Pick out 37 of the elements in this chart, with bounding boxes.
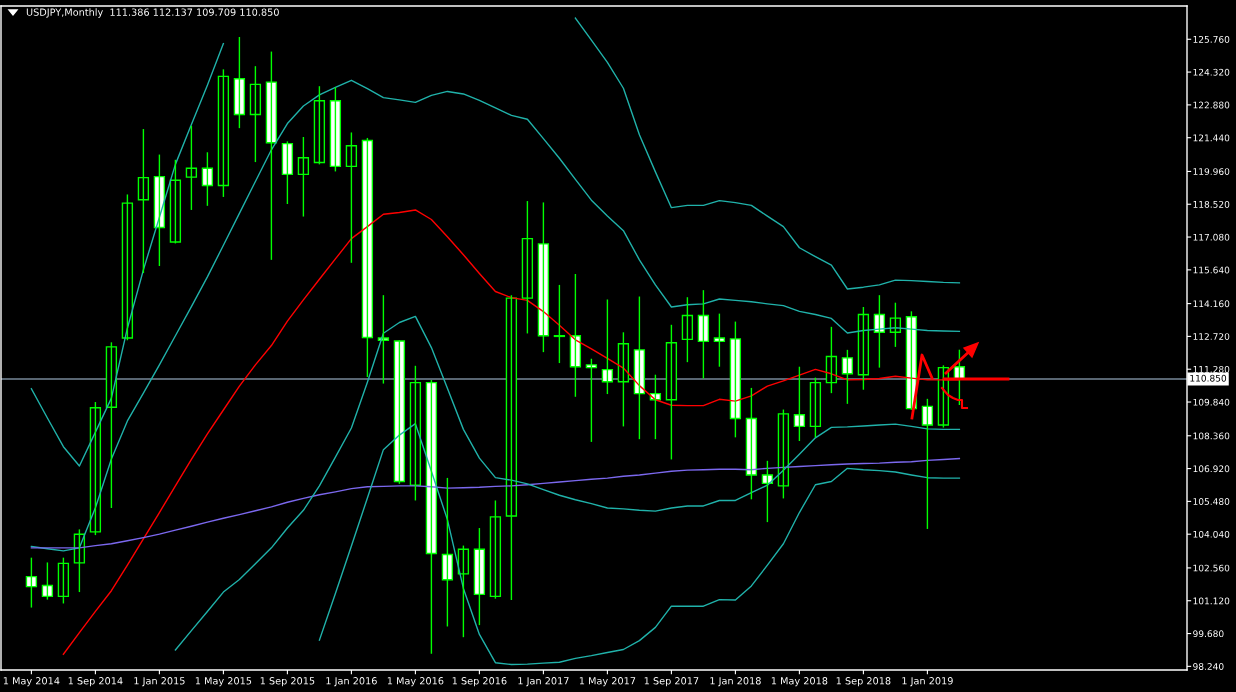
y-tick-label: 111.280 (1193, 365, 1230, 373)
x-tick-label: 1 Jan 2019 (902, 677, 953, 687)
x-tick-label: 1 May 2014 (3, 677, 60, 687)
y-tick-label: 124.320 (1193, 68, 1230, 76)
x-tick-label: 1 May 2018 (771, 677, 828, 687)
y-tick-label: 117.080 (1193, 233, 1230, 241)
y-tick-label: 104.040 (1193, 530, 1230, 538)
y-tick-label: 122.880 (1193, 101, 1230, 109)
x-tick-label: 1 Sep 2015 (260, 677, 315, 687)
y-tick-label: 101.120 (1193, 597, 1230, 605)
y-tick-label: 109.840 (1193, 398, 1230, 406)
x-tick-label: 1 Jan 2017 (518, 677, 569, 687)
ref-line-label: 110.850 (1190, 374, 1227, 382)
y-tick-label: 99.680 (1193, 630, 1224, 638)
y-tick-label: 114.160 (1193, 300, 1230, 308)
y-tick-label: 125.760 (1193, 36, 1230, 43)
y-tick-label: 115.640 (1193, 266, 1230, 274)
y-tick-label: 108.360 (1193, 432, 1230, 440)
x-tick-label: 1 Sep 2014 (68, 677, 123, 687)
x-tick-label: 1 Sep 2017 (644, 677, 699, 687)
y-tick-label: 112.720 (1193, 333, 1230, 340)
y-tick-label: 102.560 (1193, 564, 1230, 572)
y-tick-label: 119.960 (1193, 168, 1230, 175)
x-tick-label: 1 Sep 2018 (836, 677, 891, 687)
y-tick-label: 121.440 (1193, 134, 1230, 142)
x-tick-label: 1 Sep 2016 (452, 677, 507, 687)
chart-title: USDJPY,Monthly 111.386 112.137 109.709 110.850 (26, 8, 279, 18)
y-tick-label: 98.240 (1193, 663, 1224, 670)
x-tick-label: 1 May 2015 (195, 677, 252, 687)
x-tick-label: 1 Jan 2016 (326, 677, 377, 687)
x-tick-label: 1 Jan 2015 (134, 677, 185, 687)
y-tick-label: 106.920 (1193, 465, 1230, 473)
x-tick-label: 1 May 2016 (387, 677, 444, 687)
x-tick-label: 1 May 2017 (579, 677, 636, 687)
x-tick-label: 1 Jan 2018 (710, 677, 761, 687)
y-tick-label: 118.520 (1193, 200, 1230, 208)
y-tick-label: 105.480 (1193, 498, 1230, 505)
